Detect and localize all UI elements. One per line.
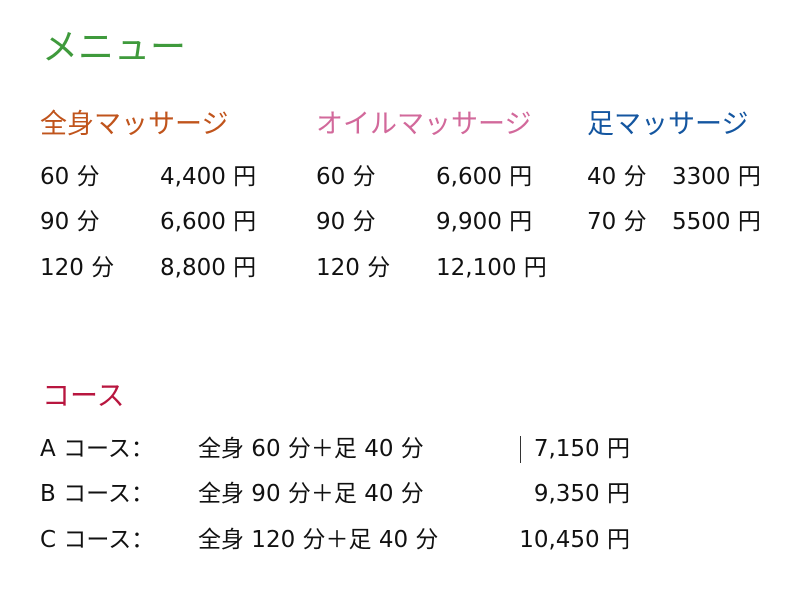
menu-price: 5500 円 — [672, 209, 761, 235]
course-heading: コース — [42, 379, 125, 412]
course-name: B コース： — [40, 481, 154, 507]
menu-time: 90 分 — [316, 209, 376, 235]
course-name: A コース： — [40, 436, 154, 462]
course-content: 全身 90 分＋足 40 分 — [198, 481, 424, 507]
menu-price: 6,600 円 — [436, 164, 533, 190]
course-price: 10,450 円 — [519, 527, 630, 553]
foot-massage-heading: 足マッサージ — [587, 109, 749, 140]
menu-time: 120 分 — [316, 255, 391, 281]
menu-price: 3300 円 — [672, 164, 761, 190]
course-price: 9,350 円 — [533, 481, 630, 507]
menu-price: 8,800 円 — [160, 255, 257, 281]
page-title: メニュー — [42, 27, 187, 68]
course-content: 全身 120 分＋足 40 分 — [198, 527, 439, 553]
menu-price: 9,900 円 — [436, 209, 533, 235]
menu-price: 6,600 円 — [160, 209, 257, 235]
course-content: 全身 60 分＋足 40 分 — [198, 436, 424, 462]
menu-time: 70 分 — [587, 209, 647, 235]
oil-massage-heading: オイルマッサージ — [316, 109, 532, 140]
menu-price: 12,100 円 — [436, 255, 547, 281]
menu-time: 90 分 — [40, 209, 100, 235]
course-price: 7,150 円 — [533, 436, 630, 462]
text-cursor — [520, 436, 521, 463]
menu-time: 60 分 — [316, 164, 376, 190]
menu-price: 4,400 円 — [160, 164, 257, 190]
full-body-massage-heading: 全身マッサージ — [40, 109, 229, 140]
menu-time: 60 分 — [40, 164, 100, 190]
menu-time: 40 分 — [587, 164, 647, 190]
menu-time: 120 分 — [40, 255, 115, 281]
course-name: C コース： — [40, 527, 155, 553]
